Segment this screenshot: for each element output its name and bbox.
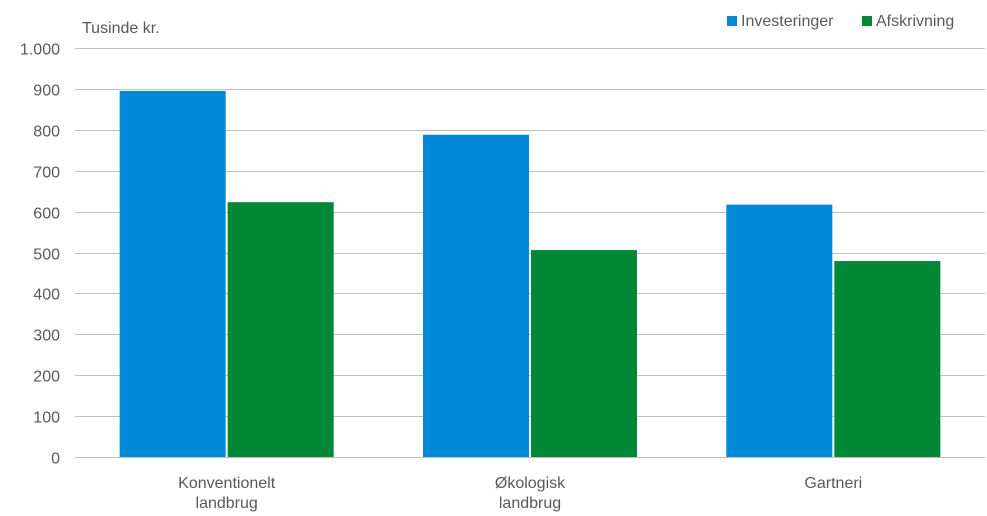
bar-investeringer-2 bbox=[423, 134, 529, 457]
y-tick-label: 900 bbox=[33, 83, 60, 100]
legend-swatch-investeringer bbox=[727, 16, 737, 26]
bar-investeringer-3 bbox=[726, 204, 833, 457]
y-tick-label: 800 bbox=[33, 124, 60, 141]
y-tick-label: 200 bbox=[33, 369, 60, 386]
gridlines bbox=[75, 48, 985, 417]
bar-afskrivning-1 bbox=[227, 202, 334, 457]
legend: Investeringer Afskrivning bbox=[727, 13, 954, 30]
x-category-label: Konventionelt landbrug bbox=[178, 475, 276, 512]
legend-swatch-afskrivning bbox=[862, 16, 872, 26]
y-unit-label: Tusinde kr. bbox=[82, 20, 160, 37]
y-tick-label: 500 bbox=[33, 247, 60, 264]
y-tick-label: 1.000 bbox=[20, 42, 60, 59]
y-tick-label: 0 bbox=[51, 451, 60, 468]
bars bbox=[119, 90, 941, 457]
y-tick-label: 700 bbox=[33, 165, 60, 182]
bar-investeringer-1 bbox=[119, 90, 226, 457]
y-tick-label: 300 bbox=[33, 328, 60, 345]
x-category-label: Gartneri bbox=[804, 475, 862, 492]
y-tick-label: 400 bbox=[33, 287, 60, 304]
legend-label-afskrivning: Afskrivning bbox=[876, 13, 954, 30]
y-tick-label: 100 bbox=[33, 410, 60, 427]
bar-afskrivning-3 bbox=[834, 261, 941, 457]
legend-label-investeringer: Investeringer bbox=[741, 13, 834, 30]
x-category-label: Økologisk landbrug bbox=[495, 475, 566, 512]
y-tick-label: 600 bbox=[33, 206, 60, 223]
bar-afskrivning-2 bbox=[531, 250, 637, 457]
axes: 0 100 200 300 400 500 600 700 800 900 1.000 Konvent… bbox=[20, 42, 985, 512]
